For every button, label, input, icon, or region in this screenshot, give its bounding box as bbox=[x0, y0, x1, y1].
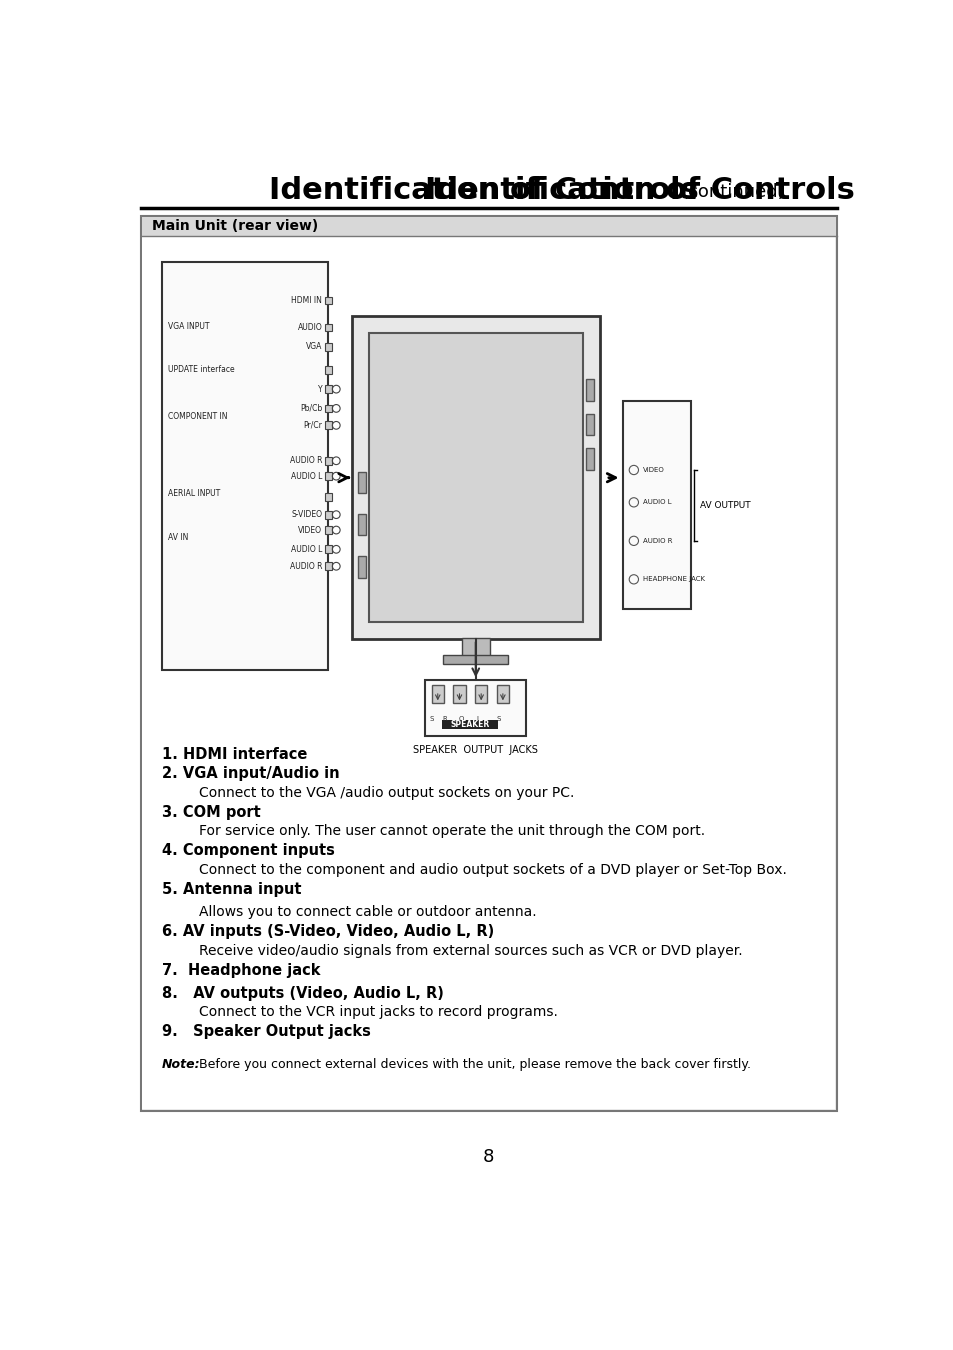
Text: Identification of Controls: Identification of Controls bbox=[269, 176, 708, 205]
Bar bbox=[162, 262, 328, 670]
Text: 3. COM port: 3. COM port bbox=[162, 805, 260, 819]
Text: Pb/Cb: Pb/Cb bbox=[300, 404, 322, 413]
Text: Identification of Controls: Identification of Controls bbox=[425, 176, 854, 205]
Text: HDMI IN: HDMI IN bbox=[291, 296, 322, 305]
Bar bbox=[325, 297, 332, 305]
Bar bbox=[585, 448, 593, 470]
Text: Note:: Note: bbox=[162, 1057, 200, 1071]
Bar bbox=[142, 238, 835, 1110]
Text: S-VIDEO: S-VIDEO bbox=[291, 510, 322, 520]
Text: Receive video/audio signals from external sources such as VCR or DVD player.: Receive video/audio signals from externa… bbox=[199, 944, 742, 957]
Text: Before you connect external devices with the unit, please remove the back cover : Before you connect external devices with… bbox=[199, 1057, 750, 1071]
Bar bbox=[325, 472, 332, 481]
Text: 8.   AV outputs (Video, Audio L, R): 8. AV outputs (Video, Audio L, R) bbox=[162, 986, 443, 1000]
Text: AUDIO R: AUDIO R bbox=[290, 562, 322, 571]
Text: Allows you to connect cable or outdoor antenna.: Allows you to connect cable or outdoor a… bbox=[199, 904, 537, 919]
Text: (continued): (continued) bbox=[681, 184, 784, 201]
Bar bbox=[357, 556, 365, 578]
Text: L: L bbox=[476, 716, 479, 722]
Bar bbox=[585, 414, 593, 435]
Text: R: R bbox=[442, 716, 447, 722]
Bar bbox=[369, 333, 582, 622]
Text: 9.   Speaker Output jacks: 9. Speaker Output jacks bbox=[162, 1025, 371, 1040]
Text: AUDIO L: AUDIO L bbox=[642, 500, 671, 505]
Text: AUDIO R: AUDIO R bbox=[642, 537, 672, 544]
Text: 6. AV inputs (S-Video, Video, Audio L, R): 6. AV inputs (S-Video, Video, Audio L, R… bbox=[162, 925, 494, 940]
Text: AUDIO L: AUDIO L bbox=[291, 471, 322, 481]
Text: AV IN: AV IN bbox=[168, 533, 189, 543]
Text: VGA INPUT: VGA INPUT bbox=[168, 321, 210, 331]
Text: VIDEO: VIDEO bbox=[642, 467, 664, 472]
Bar bbox=[325, 545, 332, 554]
Bar bbox=[325, 324, 332, 331]
Bar bbox=[461, 637, 489, 656]
Text: Connect to the component and audio output sockets of a DVD player or Set-Top Box: Connect to the component and audio outpu… bbox=[199, 863, 786, 876]
Bar bbox=[325, 421, 332, 429]
Text: COMPONENT IN: COMPONENT IN bbox=[168, 412, 228, 421]
Text: Connect to the VGA /audio output sockets on your PC.: Connect to the VGA /audio output sockets… bbox=[199, 786, 574, 799]
Bar bbox=[357, 471, 365, 493]
Text: 2. VGA input/Audio in: 2. VGA input/Audio in bbox=[162, 767, 339, 782]
Text: SPEAKER: SPEAKER bbox=[450, 721, 490, 729]
Bar bbox=[325, 563, 332, 570]
Bar bbox=[475, 684, 487, 703]
Bar bbox=[425, 680, 525, 736]
Text: Connect to the VCR input jacks to record programs.: Connect to the VCR input jacks to record… bbox=[199, 1006, 558, 1019]
Text: 4. Component inputs: 4. Component inputs bbox=[162, 844, 335, 859]
Bar bbox=[431, 684, 443, 703]
Text: AV OUTPUT: AV OUTPUT bbox=[700, 501, 750, 510]
Text: UPDATE interface: UPDATE interface bbox=[168, 366, 234, 374]
Bar bbox=[325, 366, 332, 374]
Text: VGA: VGA bbox=[306, 343, 322, 351]
Bar bbox=[442, 721, 497, 729]
Bar bbox=[325, 510, 332, 518]
Text: For service only. The user cannot operate the unit through the COM port.: For service only. The user cannot operat… bbox=[199, 825, 704, 838]
Bar bbox=[497, 684, 509, 703]
Bar bbox=[325, 493, 332, 501]
Text: VIDEO: VIDEO bbox=[298, 525, 322, 535]
Text: O: O bbox=[458, 716, 464, 722]
Bar bbox=[141, 216, 836, 1111]
Bar bbox=[325, 526, 332, 533]
Bar bbox=[142, 216, 835, 236]
Text: HEADPHONE JACK: HEADPHONE JACK bbox=[642, 576, 704, 582]
Bar bbox=[443, 655, 508, 664]
Text: 8: 8 bbox=[483, 1148, 494, 1166]
Text: 1. HDMI interface: 1. HDMI interface bbox=[162, 747, 307, 763]
Text: SPEAKER  OUTPUT  JACKS: SPEAKER OUTPUT JACKS bbox=[413, 744, 537, 755]
Bar bbox=[325, 405, 332, 412]
Bar bbox=[325, 456, 332, 464]
Text: S: S bbox=[497, 716, 500, 722]
Text: AUDIO: AUDIO bbox=[297, 323, 322, 332]
Text: AERIAL INPUT: AERIAL INPUT bbox=[168, 489, 220, 498]
Text: Pr/Cr: Pr/Cr bbox=[303, 421, 322, 429]
Text: Main Unit (rear view): Main Unit (rear view) bbox=[152, 219, 317, 234]
Bar bbox=[622, 401, 691, 609]
Bar bbox=[325, 385, 332, 393]
Bar bbox=[585, 379, 593, 401]
Text: AUDIO L: AUDIO L bbox=[291, 545, 322, 554]
Bar bbox=[352, 316, 599, 640]
Text: Y: Y bbox=[317, 385, 322, 394]
Bar bbox=[357, 514, 365, 536]
Bar bbox=[325, 343, 332, 351]
Text: AUDIO R: AUDIO R bbox=[290, 456, 322, 466]
Bar bbox=[453, 684, 465, 703]
Text: S: S bbox=[429, 716, 434, 722]
Text: 7.  Headphone jack: 7. Headphone jack bbox=[162, 963, 320, 977]
Text: 5. Antenna input: 5. Antenna input bbox=[162, 882, 301, 896]
